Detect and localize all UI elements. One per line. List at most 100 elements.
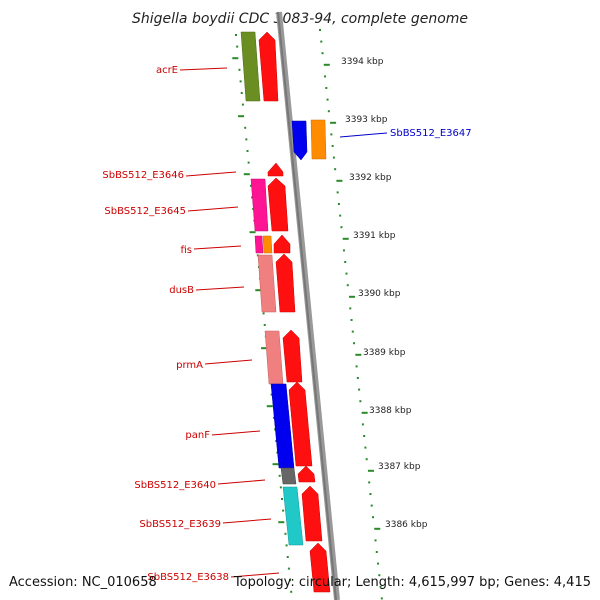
minor-tick: [290, 590, 293, 593]
genome-backbone-shade: [277, 11, 337, 600]
kbp-label: 3390 kbp: [358, 289, 401, 299]
minor-tick: [330, 133, 333, 136]
sbbs512-e3640-cds-arrow[interactable]: [297, 465, 316, 483]
sbbs512-e3640-leader: [217, 479, 266, 485]
fis-cds-arrow[interactable]: [273, 234, 291, 254]
sbbs512-e3640-gene-bar[interactable]: [280, 467, 297, 485]
minor-tick: [284, 532, 287, 535]
gene-label-dusb[interactable]: dusB: [169, 285, 194, 296]
major-tick: [255, 289, 262, 292]
minor-tick: [377, 562, 380, 565]
gene-label-panf[interactable]: panF: [185, 430, 210, 441]
major-tick: [374, 527, 381, 530]
minor-tick: [345, 272, 348, 275]
gene-label-prma[interactable]: prmA: [176, 360, 203, 371]
sbbs512-e3647-cds-arrow[interactable]: [291, 120, 308, 161]
gene-label-acre[interactable]: acrE: [156, 65, 178, 76]
gene-label-sbbs512-e3646[interactable]: SbBS512_E3646: [102, 170, 184, 181]
fis-gene-bar-2[interactable]: [262, 235, 273, 254]
kbp-label: 3389 kbp: [363, 348, 406, 358]
minor-tick: [364, 446, 367, 449]
acre-gene-bar[interactable]: [240, 31, 261, 102]
fis-gene-bar[interactable]: [254, 235, 264, 254]
prma-leader: [204, 359, 253, 365]
major-tick: [361, 411, 368, 414]
minor-tick: [324, 75, 327, 78]
minor-tick: [262, 312, 265, 315]
kbp-label: 3393 kbp: [345, 115, 388, 125]
panf-cds-arrow[interactable]: [288, 381, 313, 467]
panf-leader: [211, 430, 261, 436]
minor-tick: [353, 342, 356, 345]
major-tick: [272, 463, 279, 466]
minor-tick: [239, 80, 242, 83]
minor-tick: [375, 551, 378, 553]
gene-labels: acrE SbBS512_E3647 SbBS512_E3646 SbBS512…: [102, 65, 471, 583]
sbbs512-e3646-leader: [185, 171, 237, 177]
major-tick: [342, 237, 349, 240]
major-tick: [367, 469, 374, 472]
minor-tick: [327, 110, 330, 113]
minor-tick: [270, 393, 273, 396]
minor-tick: [319, 29, 321, 31]
acre-cds-arrow[interactable]: [258, 31, 279, 102]
kbp-label: 3391 kbp: [353, 231, 396, 241]
sbbs512-e3645-cds-arrow[interactable]: [267, 177, 289, 232]
minor-tick: [287, 567, 290, 570]
major-tick: [330, 121, 337, 124]
kbp-label: 3392 kbp: [349, 173, 392, 183]
minor-tick: [326, 98, 329, 101]
major-tick: [238, 115, 245, 118]
minor-tick: [245, 138, 248, 141]
minor-tick: [374, 539, 377, 542]
minor-tick: [340, 226, 343, 229]
minor-tick: [235, 34, 237, 36]
minor-tick: [240, 92, 243, 94]
minor-tick: [344, 261, 347, 263]
minor-tick: [339, 214, 342, 217]
prma-cds-arrow[interactable]: [282, 329, 303, 383]
sbbs512-e3639-cds-arrow[interactable]: [301, 485, 323, 542]
minor-tick: [247, 161, 250, 164]
minor-tick: [272, 416, 275, 419]
sbbs512-e3638-cds-arrow[interactable]: [309, 542, 331, 593]
gene-label-sbbs512-e3638[interactable]: SbBS512_E3638: [147, 572, 229, 583]
minor-tick: [356, 377, 359, 379]
minor-tick: [337, 203, 340, 205]
sbbs512-e3646-cds-arrow[interactable]: [267, 162, 284, 177]
sbbs512-e3639-leader: [222, 518, 272, 524]
gene-label-sbbs512-e3640[interactable]: SbBS512_E3640: [134, 480, 216, 491]
minor-tick: [325, 87, 328, 89]
minor-tick: [279, 486, 282, 489]
prma-gene-bar[interactable]: [264, 330, 284, 385]
kbp-label: 3387 kbp: [378, 462, 421, 472]
gene-label-sbbs512-e3639[interactable]: SbBS512_E3639: [139, 519, 221, 530]
minor-tick: [285, 544, 288, 547]
minor-tick: [282, 509, 285, 512]
minor-tick: [363, 435, 366, 437]
minor-tick: [370, 504, 373, 507]
sbbs512-e3647-gene-bar[interactable]: [310, 119, 327, 160]
major-tick: [355, 353, 362, 356]
map-title: Shigella boydii CDC 3083-94, complete ge…: [132, 11, 468, 27]
dusb-cds-arrow[interactable]: [275, 253, 296, 313]
gene-label-fis[interactable]: fis: [180, 245, 192, 256]
minor-tick: [336, 191, 339, 194]
dusb-gene-bar[interactable]: [257, 254, 277, 313]
minor-tick: [332, 156, 335, 159]
major-tick: [323, 63, 330, 66]
gene-label-sbbs512-e3647[interactable]: SbBS512_E3647: [390, 128, 472, 139]
minor-tick: [238, 68, 241, 71]
minor-tick: [351, 330, 354, 333]
left-tick-line: [232, 34, 293, 593]
major-tick: [249, 231, 256, 234]
minor-tick: [350, 319, 353, 321]
minor-tick: [379, 585, 382, 588]
sbbs512-e3639-gene-bar[interactable]: [282, 486, 304, 546]
major-tick: [278, 521, 285, 524]
gene-label-sbbs512-e3645[interactable]: SbBS512_E3645: [104, 206, 186, 217]
minor-tick: [334, 168, 337, 171]
minor-tick: [378, 574, 381, 577]
sbbs512-e3645-gene-bar[interactable]: [250, 178, 269, 232]
minor-tick: [359, 400, 362, 403]
